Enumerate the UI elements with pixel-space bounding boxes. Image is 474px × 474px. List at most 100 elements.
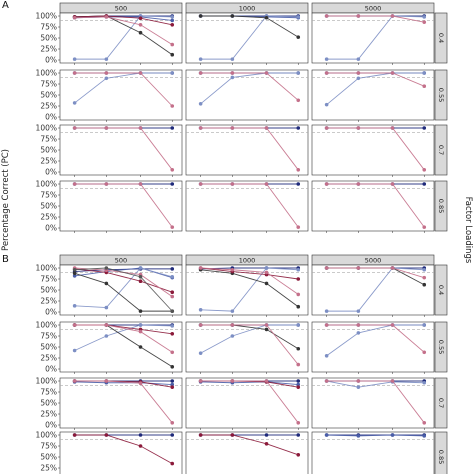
facet-label-col: 1000	[239, 5, 256, 13]
facet-panel-border	[185, 180, 309, 232]
y-tick-label: 75%	[40, 275, 57, 284]
y-tick-label: 50%	[40, 399, 57, 408]
facet-strip-row	[434, 377, 448, 429]
data-point	[198, 351, 203, 355]
y-tick-label: 50%	[40, 286, 57, 295]
data-point	[138, 309, 143, 313]
series-line	[200, 183, 299, 228]
facet-cell	[185, 377, 309, 430]
facet-cell	[185, 69, 309, 122]
facet-panel-border	[311, 124, 435, 176]
y-tick-label: 50%	[40, 343, 57, 352]
data-point	[198, 71, 203, 75]
data-point	[422, 126, 427, 130]
data-point	[356, 266, 361, 270]
facet-cell	[185, 180, 309, 233]
series-line	[326, 267, 425, 279]
facet-cell	[59, 69, 183, 122]
data-point	[138, 16, 143, 21]
y-tick-label: 25%	[40, 157, 57, 166]
data-point	[170, 182, 175, 186]
data-point	[264, 126, 269, 130]
series-line	[200, 267, 299, 280]
data-point	[170, 421, 175, 425]
data-point	[324, 354, 329, 358]
data-point	[198, 102, 203, 106]
facet-panel-border	[185, 431, 309, 474]
facet-panel-border	[185, 124, 309, 176]
facet-panel-border	[59, 180, 183, 232]
data-point	[390, 266, 395, 270]
series-line	[74, 324, 173, 351]
y-tick-label: 100%	[36, 180, 57, 189]
data-point	[264, 323, 269, 327]
data-point	[356, 385, 361, 389]
data-point	[390, 126, 395, 130]
series-line	[326, 15, 425, 23]
data-point	[230, 323, 235, 327]
data-point	[72, 271, 77, 276]
series-line	[200, 324, 299, 365]
data-point	[296, 277, 301, 281]
data-point	[296, 379, 301, 383]
y-tick-label: 25%	[40, 354, 57, 363]
data-point	[230, 309, 235, 313]
facet-label-col: 1000	[239, 257, 256, 265]
y-tick-label: 75%	[40, 332, 57, 341]
y-tick-label: 75%	[40, 135, 57, 144]
data-point	[390, 182, 395, 186]
facet-strip-row	[434, 180, 448, 232]
facet-panel-border	[311, 69, 435, 121]
data-point	[324, 71, 329, 75]
facet-cell	[59, 124, 183, 177]
data-point	[138, 279, 143, 284]
data-point	[170, 294, 175, 299]
facet-label-row: 0.7	[437, 398, 445, 408]
data-point	[296, 98, 301, 103]
facet-cell	[59, 321, 183, 374]
series-line	[74, 183, 173, 228]
data-point	[264, 433, 269, 437]
series-line	[326, 72, 425, 106]
data-point	[104, 71, 109, 75]
data-point	[324, 102, 329, 107]
data-point	[104, 15, 109, 19]
panel-label: B	[2, 254, 9, 265]
facet-panel-border	[311, 321, 435, 373]
right-axis-title: Factor Loadings	[463, 197, 473, 264]
data-point	[230, 267, 235, 272]
data-point	[198, 266, 203, 270]
data-point	[230, 71, 235, 75]
data-point	[324, 182, 329, 186]
data-point	[138, 444, 143, 448]
data-point	[170, 350, 175, 355]
facet-label-col: 5000	[365, 257, 382, 265]
facet-panel-border	[311, 431, 435, 474]
data-point	[390, 71, 395, 75]
data-point	[390, 323, 395, 327]
data-point	[104, 126, 109, 130]
series-line	[200, 380, 299, 424]
data-point	[264, 182, 269, 186]
data-point	[324, 57, 329, 61]
facet-panel-border	[311, 12, 435, 64]
y-tick-label: 25%	[40, 297, 57, 306]
data-point	[296, 385, 301, 389]
y-tick-label: 100%	[36, 124, 57, 133]
y-tick-label: 75%	[40, 23, 57, 32]
data-point	[104, 57, 109, 61]
y-tick-label: 0%	[45, 224, 57, 233]
data-point	[230, 334, 235, 338]
data-point	[138, 433, 143, 437]
facet-label-row: 0.4	[437, 33, 445, 43]
data-point	[72, 348, 77, 353]
data-point	[296, 304, 301, 309]
data-point	[104, 266, 109, 270]
y-tick-label: 25%	[40, 464, 57, 473]
data-point	[138, 30, 143, 35]
y-tick-label: 100%	[36, 321, 57, 330]
facet-cell	[185, 264, 309, 317]
data-point	[138, 182, 143, 186]
data-point	[170, 23, 175, 27]
data-point	[198, 323, 203, 327]
